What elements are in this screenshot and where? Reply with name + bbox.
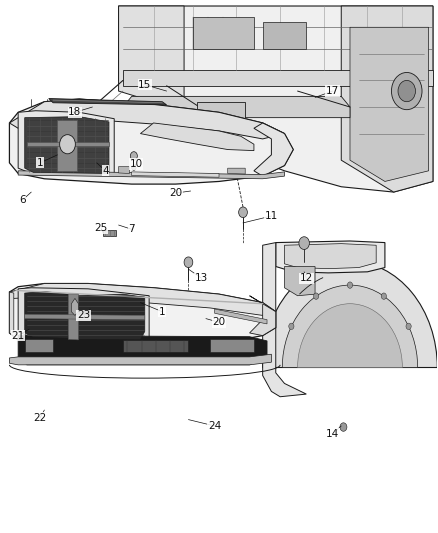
Polygon shape bbox=[25, 340, 53, 352]
Polygon shape bbox=[103, 230, 117, 236]
Polygon shape bbox=[285, 244, 376, 269]
Polygon shape bbox=[119, 166, 130, 173]
Text: 18: 18 bbox=[68, 107, 81, 117]
Polygon shape bbox=[18, 288, 149, 341]
Circle shape bbox=[398, 80, 416, 102]
Polygon shape bbox=[10, 99, 293, 184]
Circle shape bbox=[314, 293, 319, 300]
Polygon shape bbox=[68, 294, 78, 340]
Polygon shape bbox=[18, 111, 114, 175]
Polygon shape bbox=[25, 117, 109, 173]
Circle shape bbox=[239, 207, 247, 217]
Wedge shape bbox=[283, 285, 418, 368]
Circle shape bbox=[392, 72, 422, 110]
Polygon shape bbox=[71, 298, 78, 316]
Text: 13: 13 bbox=[195, 273, 208, 283]
Polygon shape bbox=[197, 102, 245, 123]
Polygon shape bbox=[10, 284, 276, 346]
FancyBboxPatch shape bbox=[263, 22, 306, 49]
Polygon shape bbox=[18, 171, 285, 179]
Text: 4: 4 bbox=[102, 166, 109, 176]
Text: 15: 15 bbox=[138, 80, 152, 90]
Polygon shape bbox=[10, 284, 276, 316]
Circle shape bbox=[60, 135, 75, 154]
Polygon shape bbox=[77, 294, 145, 340]
Polygon shape bbox=[250, 296, 276, 336]
Circle shape bbox=[340, 423, 347, 431]
Circle shape bbox=[381, 293, 386, 300]
Wedge shape bbox=[297, 304, 403, 368]
Polygon shape bbox=[263, 243, 306, 397]
Polygon shape bbox=[350, 27, 428, 181]
Polygon shape bbox=[10, 354, 272, 365]
Polygon shape bbox=[215, 309, 267, 324]
Text: 22: 22 bbox=[33, 413, 46, 423]
Polygon shape bbox=[123, 70, 433, 86]
Polygon shape bbox=[119, 6, 433, 192]
Polygon shape bbox=[27, 142, 109, 147]
Text: 20: 20 bbox=[212, 317, 226, 327]
Text: 17: 17 bbox=[326, 86, 339, 96]
Text: 11: 11 bbox=[265, 211, 278, 221]
Wedge shape bbox=[263, 261, 437, 368]
Polygon shape bbox=[132, 172, 219, 177]
Text: 24: 24 bbox=[208, 421, 221, 431]
Polygon shape bbox=[25, 314, 145, 320]
Polygon shape bbox=[57, 120, 77, 171]
Circle shape bbox=[347, 282, 353, 288]
Polygon shape bbox=[10, 99, 285, 139]
Text: 20: 20 bbox=[169, 188, 182, 198]
Text: 14: 14 bbox=[326, 429, 339, 439]
Polygon shape bbox=[341, 6, 433, 192]
Text: 21: 21 bbox=[11, 330, 25, 341]
Polygon shape bbox=[123, 340, 188, 352]
Circle shape bbox=[131, 152, 138, 160]
Circle shape bbox=[406, 323, 411, 329]
Polygon shape bbox=[18, 336, 267, 365]
Text: 1: 1 bbox=[159, 306, 166, 317]
Text: 12: 12 bbox=[300, 273, 313, 283]
Circle shape bbox=[299, 237, 309, 249]
Polygon shape bbox=[123, 96, 350, 118]
Polygon shape bbox=[25, 292, 68, 338]
FancyBboxPatch shape bbox=[193, 17, 254, 49]
Polygon shape bbox=[141, 123, 254, 151]
Text: 7: 7 bbox=[128, 224, 135, 235]
Text: 25: 25 bbox=[95, 223, 108, 233]
Polygon shape bbox=[119, 6, 184, 102]
Polygon shape bbox=[10, 292, 18, 340]
Polygon shape bbox=[276, 241, 385, 273]
Polygon shape bbox=[254, 123, 293, 176]
Polygon shape bbox=[285, 266, 315, 296]
Polygon shape bbox=[210, 340, 254, 352]
Text: 23: 23 bbox=[77, 310, 90, 320]
Circle shape bbox=[289, 323, 294, 329]
Text: 10: 10 bbox=[130, 159, 143, 169]
Text: 1: 1 bbox=[37, 158, 43, 168]
Text: 6: 6 bbox=[19, 195, 26, 205]
Polygon shape bbox=[228, 168, 245, 174]
Circle shape bbox=[132, 165, 136, 170]
Circle shape bbox=[184, 257, 193, 268]
Polygon shape bbox=[49, 99, 166, 105]
